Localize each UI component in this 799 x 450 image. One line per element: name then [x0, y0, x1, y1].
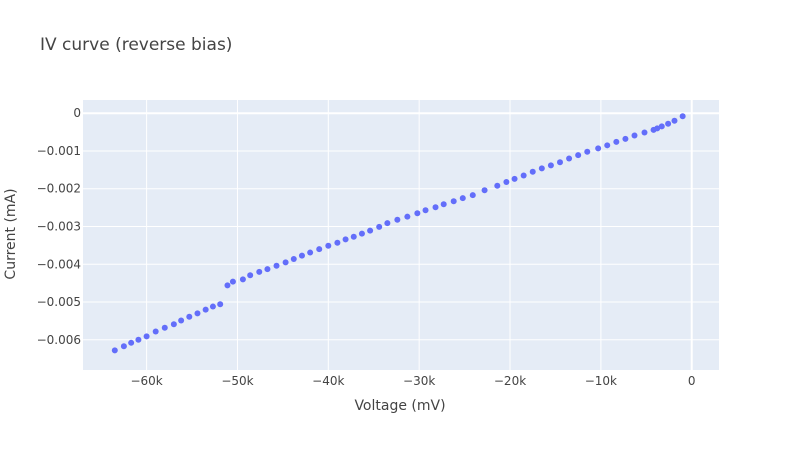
data-point[interactable] [135, 336, 142, 343]
data-point[interactable] [170, 321, 177, 328]
x-tick-label: −60k [130, 374, 162, 388]
data-point[interactable] [494, 182, 501, 189]
data-point[interactable] [316, 246, 323, 253]
data-point[interactable] [325, 242, 332, 249]
data-point[interactable] [194, 310, 201, 317]
data-point[interactable] [511, 175, 518, 182]
chart-title: IV curve (reverse bias) [40, 35, 232, 55]
data-point[interactable] [334, 239, 341, 246]
x-tick-label: −20k [494, 374, 526, 388]
data-point[interactable] [202, 306, 209, 313]
data-point[interactable] [120, 343, 127, 350]
data-point[interactable] [111, 347, 118, 354]
y-tick-label: −0.004 [37, 257, 81, 271]
data-point[interactable] [584, 148, 591, 155]
data-point[interactable] [547, 162, 554, 169]
y-tick-label: −0.002 [37, 182, 81, 196]
data-point[interactable] [217, 301, 224, 308]
data-point[interactable] [152, 328, 159, 335]
data-point[interactable] [376, 223, 383, 230]
data-point[interactable] [264, 266, 271, 273]
x-tick-label: −10k [585, 374, 617, 388]
data-point[interactable] [440, 201, 447, 208]
y-tick-label: −0.005 [37, 295, 81, 309]
data-point[interactable] [404, 213, 411, 220]
y-axis-title: Current (mA) [3, 188, 19, 279]
data-point[interactable] [432, 204, 439, 211]
data-point[interactable] [422, 207, 429, 214]
data-point[interactable] [529, 168, 536, 175]
data-point[interactable] [671, 117, 678, 124]
data-point[interactable] [394, 216, 401, 223]
x-axis-title: Voltage (mV) [354, 398, 445, 414]
data-point[interactable] [414, 210, 421, 217]
y-tick-label: 0 [73, 106, 81, 120]
data-point[interactable] [520, 172, 527, 179]
x-tick-label: 0 [688, 374, 696, 388]
y-tick-label: −0.001 [37, 144, 81, 158]
data-point[interactable] [342, 236, 349, 243]
data-point[interactable] [459, 195, 466, 202]
data-point[interactable] [575, 152, 582, 159]
data-point[interactable] [178, 317, 185, 324]
y-tick-label: −0.003 [37, 220, 81, 234]
x-tick-label: −40k [312, 374, 344, 388]
x-tick-label: −30k [403, 374, 435, 388]
data-point[interactable] [503, 178, 510, 185]
data-point[interactable] [557, 159, 563, 166]
data-point[interactable] [128, 339, 135, 346]
data-point[interactable] [679, 113, 686, 120]
data-point[interactable] [273, 262, 280, 269]
data-point[interactable] [143, 333, 150, 340]
data-point[interactable] [566, 155, 573, 162]
data-point[interactable] [239, 276, 246, 283]
data-point[interactable] [384, 220, 391, 227]
data-point[interactable] [622, 135, 629, 142]
data-point[interactable] [450, 198, 457, 205]
y-tick-label: −0.006 [37, 333, 81, 347]
plot-area [83, 100, 719, 370]
data-point[interactable] [247, 272, 254, 279]
data-point[interactable] [658, 123, 665, 130]
data-points [111, 113, 686, 354]
data-point[interactable] [595, 145, 602, 152]
data-point[interactable] [282, 259, 289, 266]
data-point[interactable] [654, 125, 661, 132]
data-point[interactable] [481, 187, 488, 194]
data-point[interactable] [631, 132, 638, 139]
data-point[interactable] [613, 138, 620, 145]
data-point[interactable] [256, 268, 263, 275]
data-point[interactable] [186, 313, 193, 320]
data-point[interactable] [367, 227, 374, 234]
data-point[interactable] [209, 303, 216, 310]
data-point[interactable] [604, 142, 611, 149]
data-point[interactable] [538, 165, 545, 172]
data-point[interactable] [469, 192, 476, 199]
data-point[interactable] [229, 278, 236, 285]
data-point[interactable] [307, 249, 314, 256]
data-point[interactable] [641, 129, 648, 136]
x-tick-label: −50k [221, 374, 253, 388]
data-point[interactable] [298, 252, 305, 259]
data-point[interactable] [358, 230, 365, 237]
data-point[interactable] [161, 324, 168, 331]
tick-labels: −60k −50k −40k −30k −20k −10k 0 0 −0.001 −0.002 −0… [37, 106, 696, 388]
gridlines [83, 100, 719, 370]
data-point[interactable] [350, 233, 357, 240]
data-point[interactable] [665, 120, 672, 127]
data-point[interactable] [290, 255, 297, 262]
data-point[interactable] [224, 282, 231, 289]
